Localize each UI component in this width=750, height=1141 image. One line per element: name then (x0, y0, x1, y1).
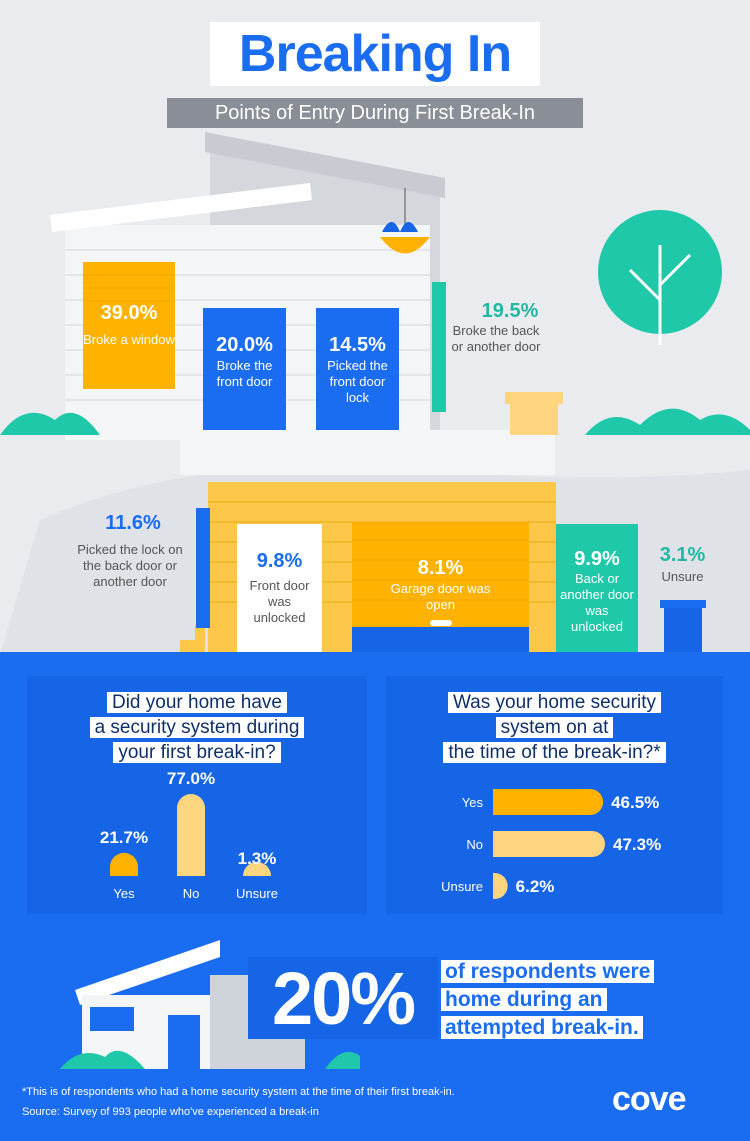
q1-bar (110, 852, 138, 876)
back-lock-label: Picked the lock on the back door or anot… (77, 542, 183, 589)
stat-text: of respondents were home during an attem… (441, 958, 681, 1042)
garage-pct: 8.1% (417, 557, 464, 579)
q2-chart: Yes 46.5% No 47.3% Unsure 6.2% (441, 789, 661, 899)
unsure-label: Unsure (661, 569, 704, 584)
q2-title: Was your home security system on at the … (386, 690, 723, 765)
q2-bar (493, 831, 605, 857)
page-subtitle: Points of Entry During First Break-In (214, 101, 536, 124)
back-unlocked-label: Back or another door was unlocked (560, 571, 634, 634)
unsure-pct: 3.1% (659, 544, 706, 566)
front-unlocked-pct: 9.8% (256, 550, 303, 572)
stat-line: attempted break-in. (441, 1016, 643, 1039)
q1-title: Did your home have a security system dur… (27, 690, 367, 765)
q2-bar (493, 873, 508, 899)
q2-value-label: 46.5% (611, 793, 659, 812)
stat-big: 20% (271, 956, 416, 1040)
stat-box: 20% (248, 956, 438, 1040)
window-pct: 39.0% (100, 302, 158, 324)
q1-bar (243, 862, 271, 876)
back-lock-pct: 11.6% (105, 512, 161, 534)
front-lock-pct: 14.5% (329, 334, 386, 356)
q1-value-label: 21.7% (100, 828, 148, 847)
stat-line: of respondents were (441, 960, 655, 983)
q2-value-label: 47.3% (613, 835, 661, 854)
source-note: Source: Survey of 993 people who've expe… (22, 1106, 319, 1118)
q1-category-label: No (183, 886, 200, 901)
q1-title-line: Did your home have (106, 692, 288, 713)
q1-category-label: Yes (113, 886, 135, 901)
back-door-pct: 19.5% (481, 300, 539, 322)
subtitle-box: Points of Entry During First Break-In (167, 98, 583, 128)
q1-value-label: 77.0% (167, 769, 215, 788)
window-label: Broke a window (83, 332, 175, 347)
footnote: *This is of respondents who had a home s… (22, 1086, 455, 1098)
page-title: Breaking In (238, 25, 512, 83)
back-door-label: Broke the back or another door (451, 323, 541, 354)
brand-logo: cove (612, 1080, 686, 1118)
q2-bar (493, 789, 604, 815)
q2-category-label: Unsure (441, 879, 483, 894)
front-door-label: Broke the front door (216, 358, 273, 389)
q1-value-label: 1.3% (238, 849, 277, 868)
back-unlocked-pct: 9.9% (574, 548, 620, 570)
q1-title-line: a security system during (89, 717, 305, 738)
front-door-pct: 20.0% (216, 334, 273, 356)
q1-category-label: Unsure (236, 886, 278, 901)
q2-value-label: 6.2% (516, 877, 555, 896)
title-box: Breaking In (210, 22, 540, 86)
house-illustration (0, 132, 750, 655)
front-lock-label: Picked the front door lock (327, 358, 388, 405)
q1-bar (177, 794, 205, 876)
footer (0, 1069, 750, 1141)
q2-title-line: Was your home security (447, 692, 662, 713)
stat-line: home during an (441, 988, 607, 1011)
q1-chart: 21.7% Yes 77.0% No 1.3% Unsure (100, 769, 278, 901)
front-unlocked-label: Front door was unlocked (249, 578, 310, 625)
q2-title-line: system on at (495, 717, 614, 738)
q2-category-label: Yes (462, 795, 484, 810)
q2-category-label: No (466, 837, 483, 852)
q2-title-line: the time of the break-in?* (443, 742, 666, 763)
garage-label: Garage door was open (390, 581, 491, 612)
q1-title-line: your first break-in? (113, 742, 281, 763)
